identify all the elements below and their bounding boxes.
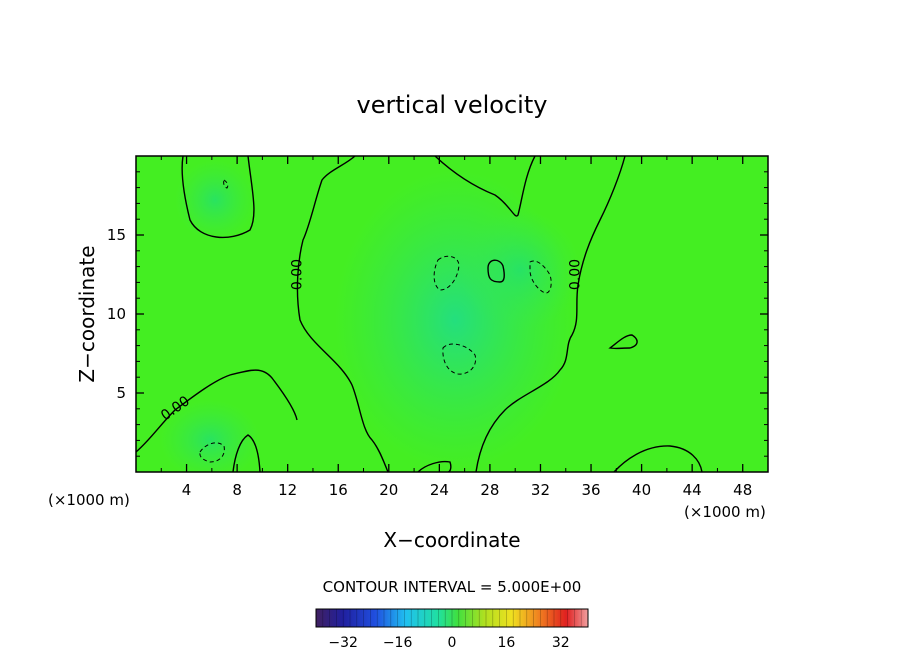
y-tick-label: 5 (116, 384, 126, 402)
x-tick-label: 16 (329, 481, 348, 499)
contour-line (613, 445, 703, 472)
contour-line (433, 255, 460, 291)
negative-region-topleft (175, 160, 255, 240)
contour-line (296, 156, 389, 472)
velocity-field (136, 156, 768, 472)
contour-line (434, 156, 536, 217)
x-tick-label: 36 (581, 481, 600, 499)
colorbar-tick-label: 32 (552, 635, 570, 651)
chart-title: vertical velocity (357, 91, 548, 119)
x-tick-label: 4 (182, 481, 192, 499)
zero-contours (136, 156, 703, 472)
contour-line (529, 260, 552, 294)
x-tick-label: 12 (278, 481, 297, 499)
contour-line (442, 343, 477, 375)
x-axis-label: X−coordinate (383, 528, 520, 552)
contour-line (417, 460, 452, 472)
y-tick-label: 10 (107, 305, 126, 323)
y-axis: 5 10 15 (107, 171, 768, 457)
contour-line (608, 334, 638, 350)
colorbar-border (315, 608, 589, 628)
colorbar-tick-label: −16 (383, 635, 413, 651)
contour-line (232, 434, 261, 472)
x-unit-right: (×1000 m) (684, 503, 766, 521)
contour-line (223, 179, 229, 189)
contour-line (487, 259, 505, 283)
x-tick-label: 24 (430, 481, 449, 499)
x-tick-label: 28 (480, 481, 499, 499)
x-axis: 4 8 12 16 20 24 28 32 36 40 44 48 (160, 156, 752, 499)
x-tick-label: 20 (379, 481, 398, 499)
x-tick-label: 44 (683, 481, 702, 499)
x-tick-label: 40 (632, 481, 651, 499)
negative-contours (199, 179, 552, 463)
colorbar-tick-label: −32 (328, 635, 358, 651)
x-unit-left: (×1000 m) (48, 491, 130, 509)
y-axis-label: Z−coordinate (75, 245, 99, 382)
x-tick-label: 8 (232, 481, 242, 499)
contour-line (199, 442, 225, 463)
contour-interval-text: CONTOUR INTERVAL = 5.000E+00 (323, 578, 582, 596)
negative-region-bottomleft (160, 400, 260, 472)
colorbar-gradient (316, 609, 588, 627)
contour-line (181, 156, 255, 239)
colorbar: −32 −16 0 16 32 (315, 608, 589, 651)
colorbar-stripes (322, 609, 582, 627)
colorbar-tick-label: 16 (497, 635, 515, 651)
colorbar-ticks: −32 −16 0 16 32 (328, 635, 569, 651)
contour-label: 0.00 (290, 259, 306, 290)
x-tick-label: 48 (733, 481, 752, 499)
y-tick-label: 15 (107, 226, 126, 244)
contour-line (475, 156, 626, 472)
x-tick-label: 32 (531, 481, 550, 499)
contour-line (136, 369, 298, 453)
negative-region-upper (460, 210, 580, 330)
colorbar-tick-label: 0 (448, 635, 457, 651)
contour-label: 0.00 (568, 259, 584, 290)
